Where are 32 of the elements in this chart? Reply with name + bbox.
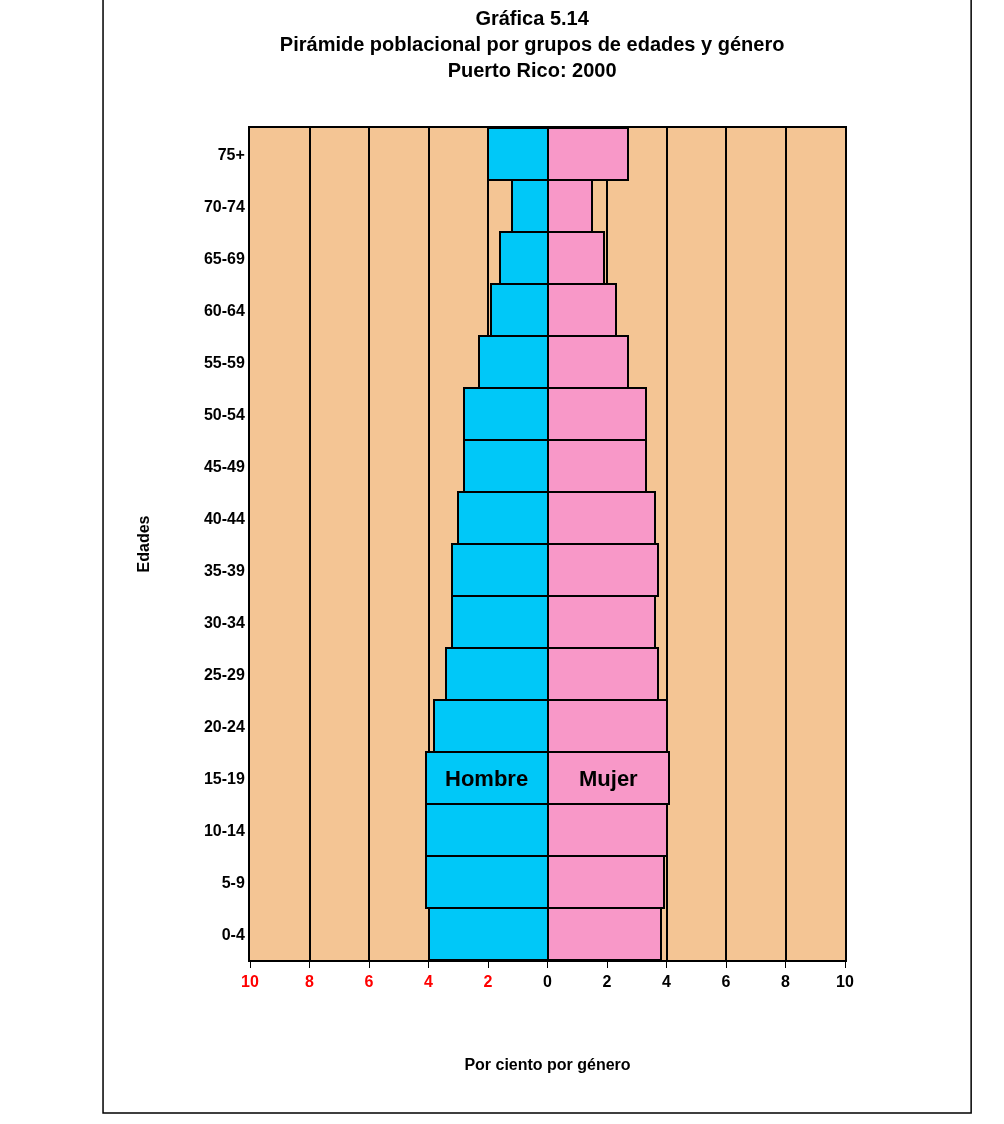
y-tick-label: 50-54: [203, 405, 245, 423]
x-axis-title: Por ciento por género: [464, 1056, 631, 1074]
y-tick-label: 30-34: [203, 613, 245, 631]
x-tick-label: 4: [662, 973, 672, 991]
x-tick-label: 6: [364, 973, 374, 991]
y-tick-label: 65-69: [203, 249, 245, 267]
y-tick-label: 35-39: [203, 561, 245, 579]
x-tick-label: 2: [602, 973, 612, 991]
x-tick-label: 4: [424, 973, 434, 991]
y-tick-label: 20-24: [203, 717, 245, 735]
y-tick-label: 60-64: [203, 301, 245, 319]
x-tick-label: 10: [836, 973, 854, 991]
series-label: Hombre: [445, 766, 529, 791]
x-tick-label: 10: [241, 973, 259, 991]
x-tick-label: 8: [305, 973, 315, 991]
x-tick-label: 6: [721, 973, 731, 991]
y-axis-title: Edades: [135, 515, 153, 573]
series-label: Mujer: [579, 766, 639, 791]
y-tick-label: 75+: [217, 145, 245, 163]
y-tick-label: 25-29: [203, 665, 245, 683]
y-tick-label: 45-49: [203, 457, 245, 475]
y-tick-label: 40-44: [203, 509, 245, 527]
x-tick-label: 2: [483, 973, 493, 991]
x-tick-label: 0: [543, 973, 553, 991]
y-tick-label: 55-59: [203, 353, 245, 371]
y-tick-label: 0-4: [221, 925, 245, 943]
y-tick-label: 10-14: [203, 821, 245, 839]
y-tick-label: 70-74: [203, 197, 245, 215]
y-tick-label: 15-19: [203, 769, 245, 787]
y-tick-label: 5-9: [221, 873, 245, 891]
x-tick-label: 8: [781, 973, 791, 991]
chart-title: Gráfica 5.14 Pirámide poblacional por grupos de edades y género Puerto Rico: 2000: [279, 6, 785, 81]
